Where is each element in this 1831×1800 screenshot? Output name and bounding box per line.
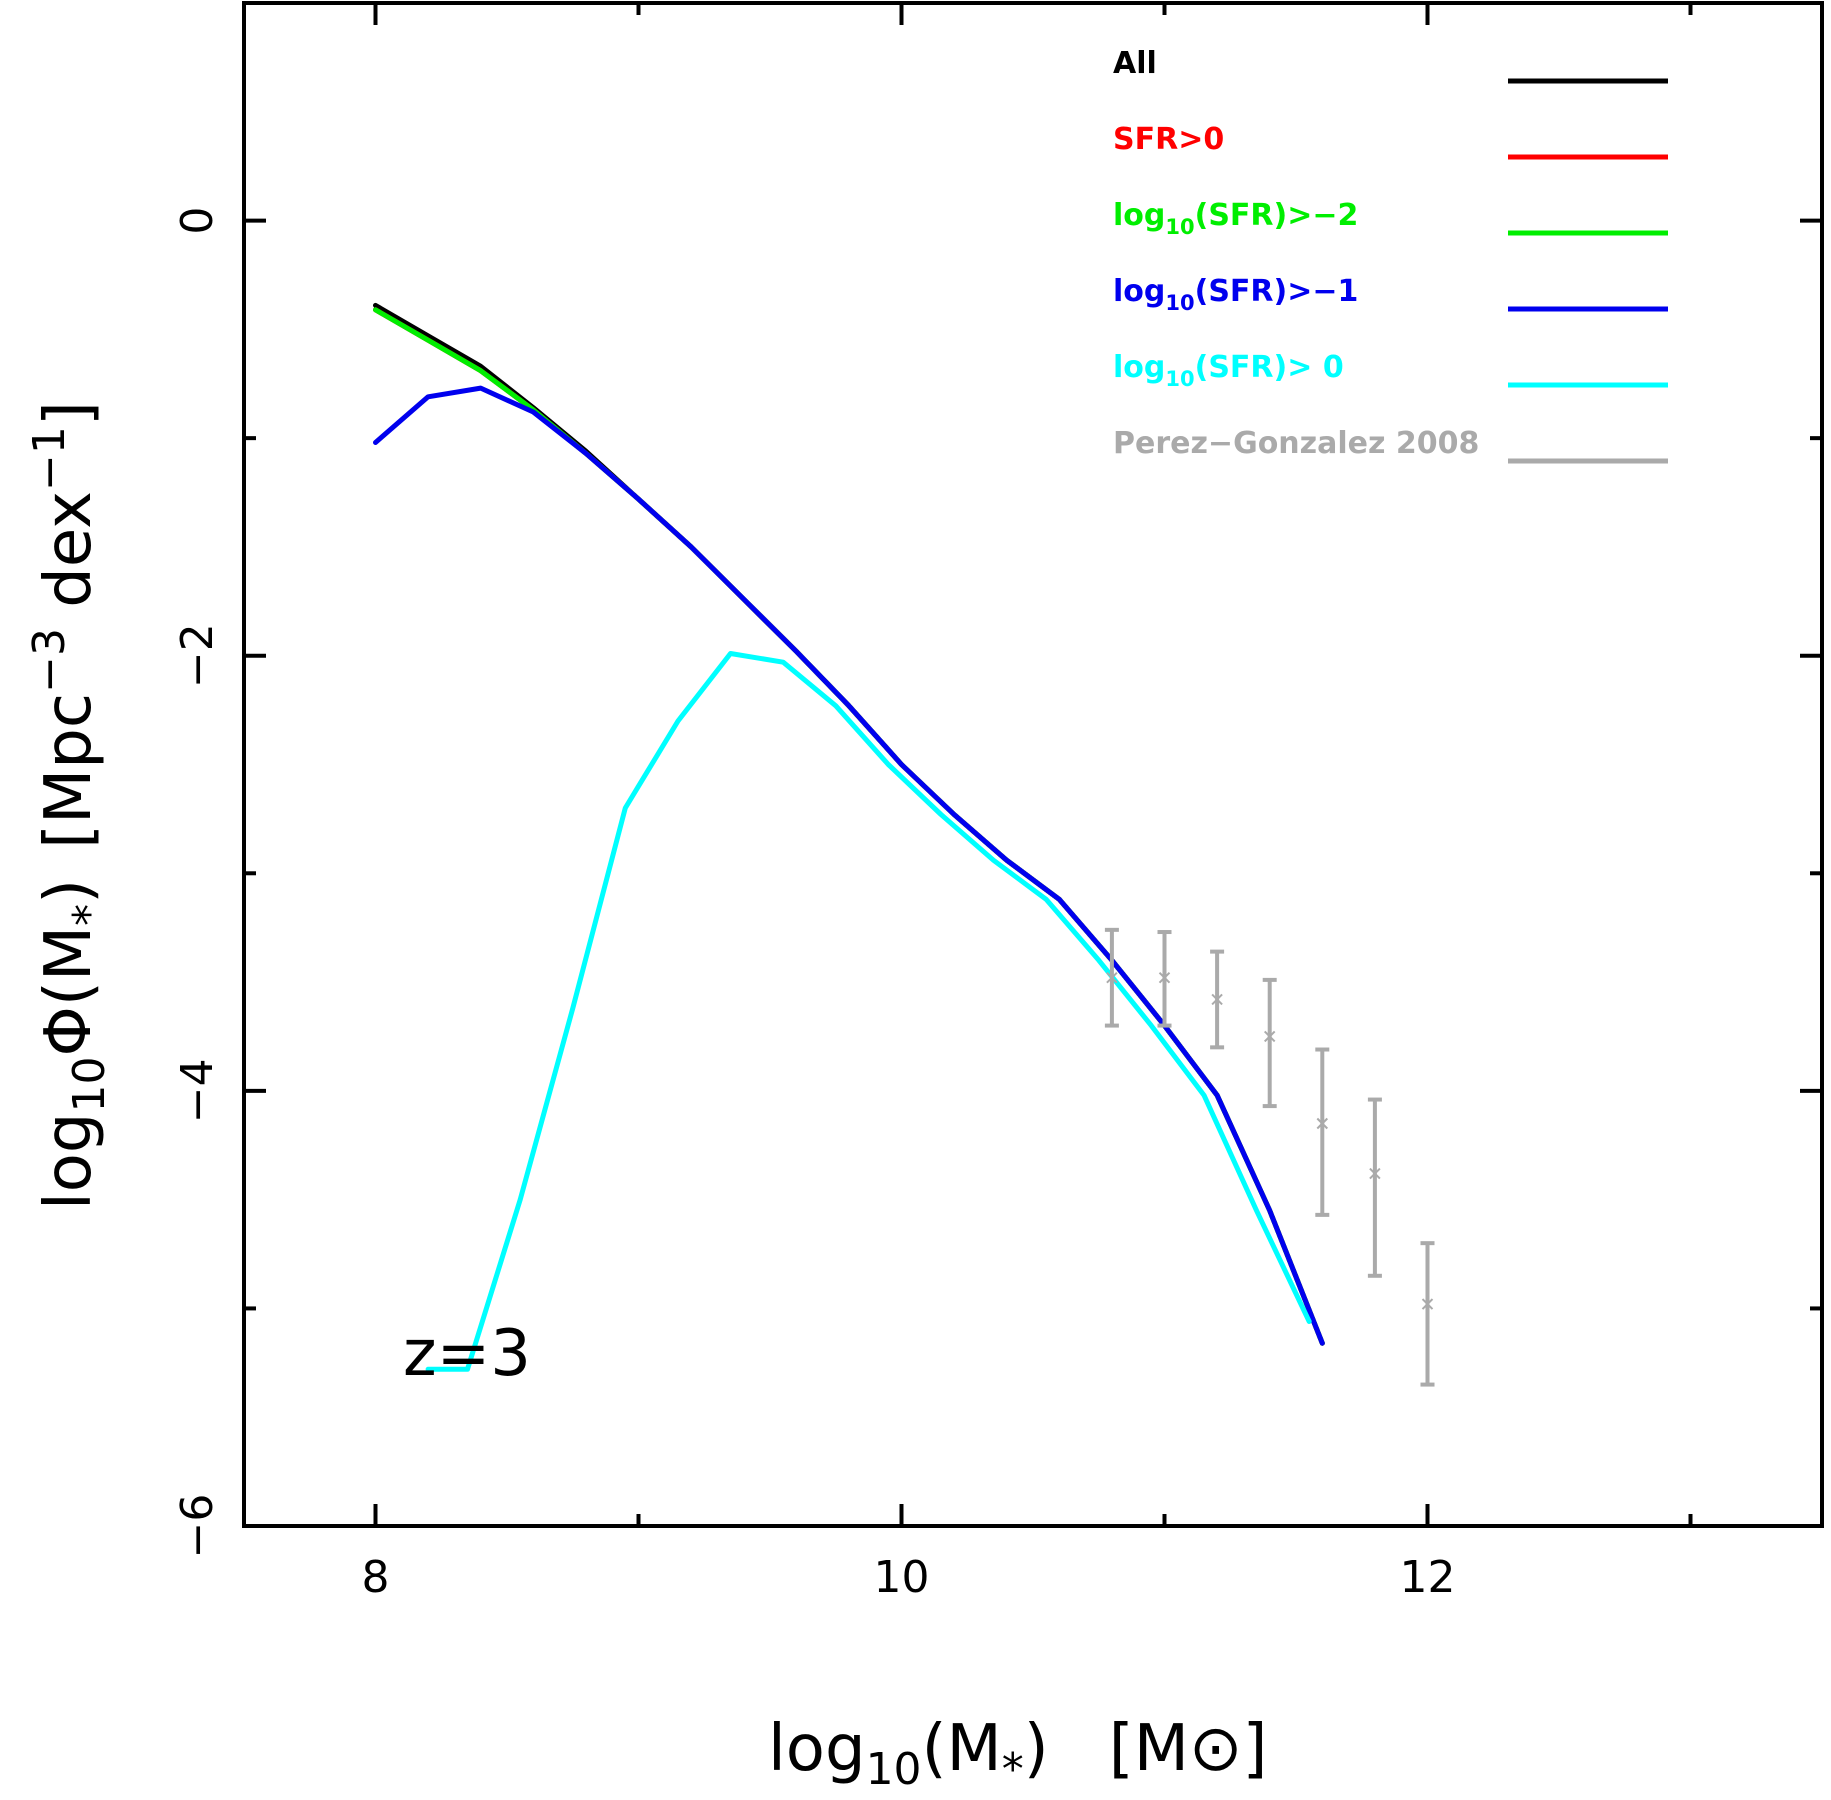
reference-layer xyxy=(1104,927,1435,1387)
legend-label: log10(SFR)>−1 xyxy=(1113,274,1358,315)
legend-label: All xyxy=(1113,46,1157,81)
series-layer xyxy=(373,302,1325,1372)
x-axis-title: log10(M*) [M⊙] xyxy=(768,1712,1268,1795)
x-tick-label: 8 xyxy=(362,1552,390,1603)
ref-point-marker xyxy=(1263,1030,1276,1043)
plot-frame xyxy=(242,1,1824,1528)
legend-label: SFR>0 xyxy=(1113,122,1224,157)
y-tick-label: 0 xyxy=(172,207,223,235)
x-tick-label: 12 xyxy=(1400,1552,1456,1603)
y-tick-label: −4 xyxy=(172,1058,223,1123)
legend-label: Perez−Gonzalez 2008 xyxy=(1113,426,1479,461)
axis-ticks xyxy=(244,3,1822,1528)
series-line-4 xyxy=(425,651,1312,1372)
y-tick-label: −2 xyxy=(172,623,223,688)
ref-point-marker xyxy=(1421,1298,1434,1310)
axis-tick-labels: 8 10 12 0 −2 −4 −6 xyxy=(172,207,1456,1603)
series-line-0 xyxy=(373,302,1325,1346)
legend: All SFR>0 log10(SFR)>−2 log10(SFR)>−1 log10(… xyxy=(1113,46,1668,464)
ref-point-marker xyxy=(1106,972,1118,984)
series-line-2 xyxy=(373,307,1325,1346)
legend-label: log10(SFR)> 0 xyxy=(1113,350,1344,391)
y-tick-label: −6 xyxy=(172,1494,223,1559)
ref-point-marker xyxy=(1316,1117,1329,1130)
ref-point-marker xyxy=(1369,1167,1381,1180)
y-axis-title: log10Φ(M*)[Mpc−3 dex−1] xyxy=(24,401,115,1210)
legend-label: log10(SFR)>−2 xyxy=(1113,198,1358,239)
ref-point-marker xyxy=(1211,993,1223,1006)
ref-point-marker xyxy=(1158,972,1171,984)
series-line-1 xyxy=(373,307,1325,1346)
redshift-annotation: z=3 xyxy=(403,1317,531,1391)
x-tick-label: 10 xyxy=(874,1552,930,1603)
